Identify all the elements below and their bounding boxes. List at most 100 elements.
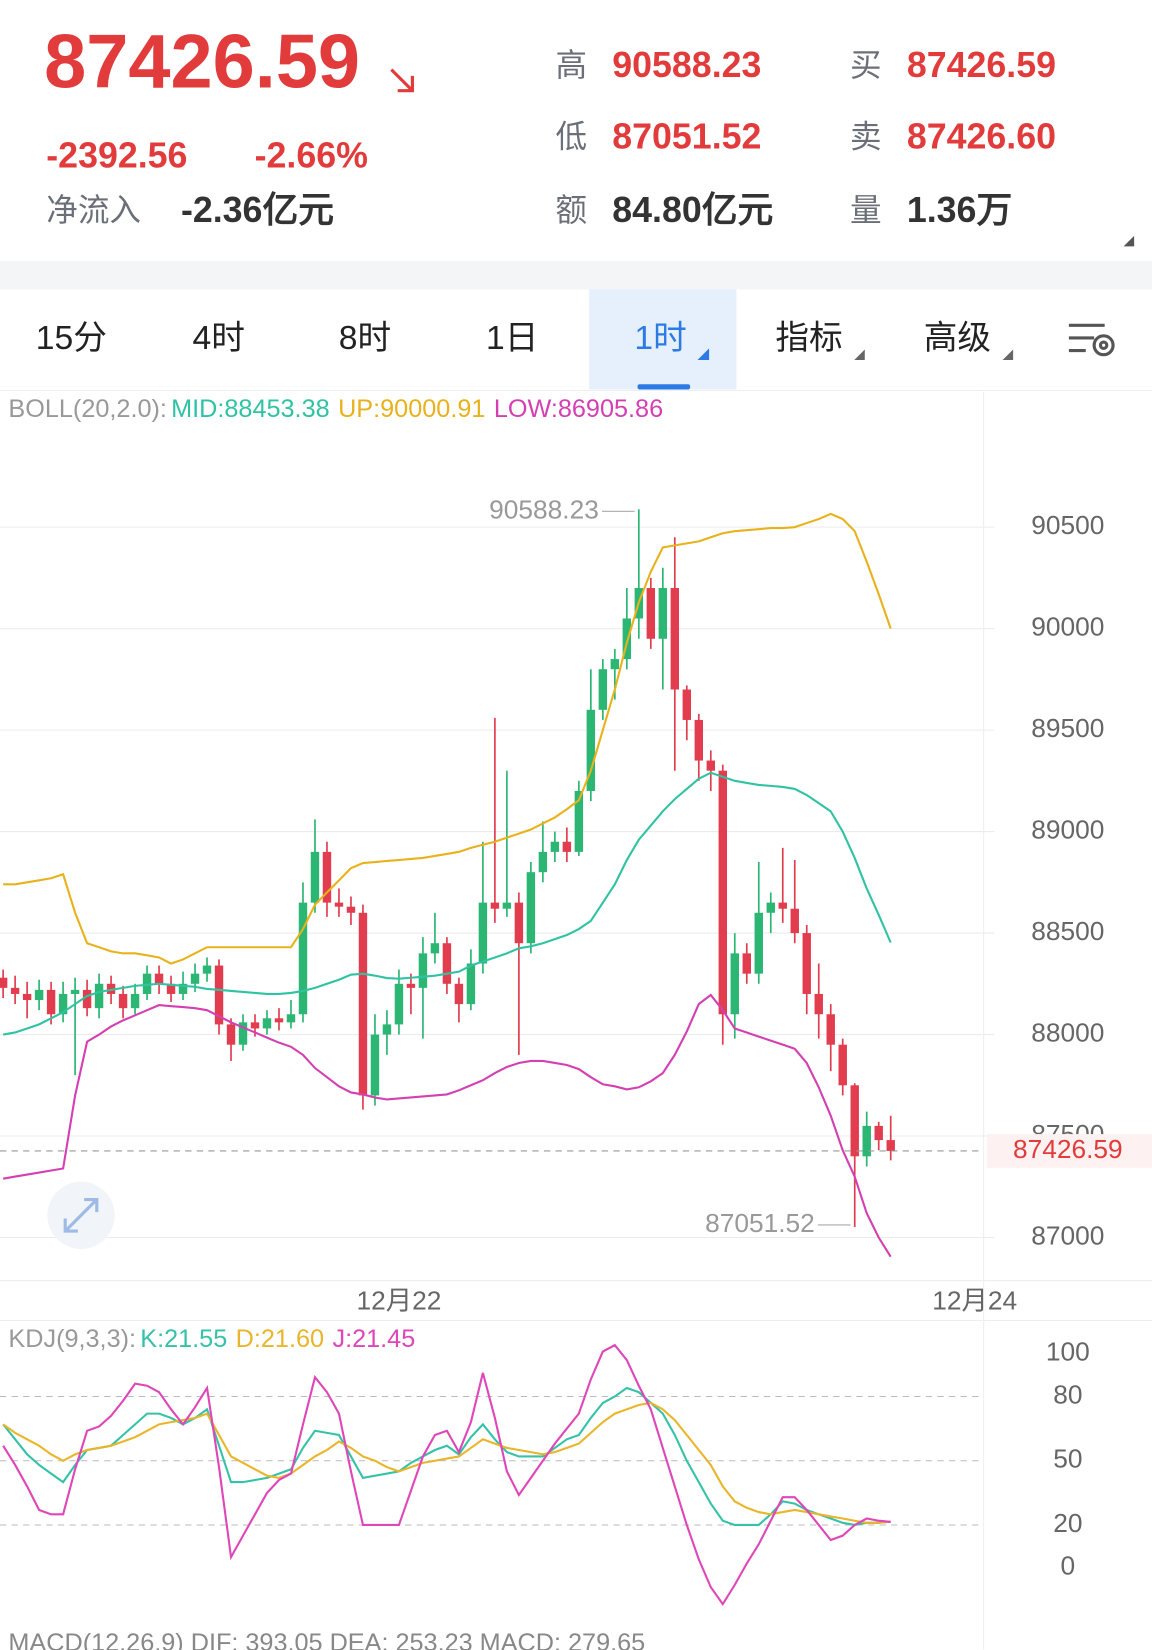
candle-body [670, 588, 680, 690]
candle-body [358, 912, 368, 1096]
candle-body [46, 989, 56, 1015]
stat-value: 90588.23 [612, 45, 761, 85]
y-tick-label: 20 [1053, 1508, 1082, 1538]
indicator-line [2, 771, 892, 1036]
y-tick-label: 89500 [1031, 713, 1104, 743]
candle-body [730, 953, 739, 1015]
candle-body [622, 618, 632, 660]
candle-body [190, 973, 200, 984]
active-tab-bg [589, 289, 737, 390]
legend-title: BOLL(20,2.0): [8, 395, 167, 423]
settings-icon[interactable] [1068, 323, 1115, 357]
tab-caret [1002, 349, 1014, 360]
legend-entry: J:21.45 [332, 1325, 415, 1353]
stat-label: 买 [850, 47, 882, 83]
candle-body [682, 689, 692, 720]
last-price-label: 87426.59 [1013, 1134, 1123, 1164]
candle-body [718, 770, 727, 1015]
candle-body [466, 963, 476, 1005]
candle-body [226, 1024, 236, 1045]
y-tick-label: 80 [1053, 1379, 1082, 1409]
low-annotation: 87051.52 [705, 1208, 815, 1238]
candle-body [346, 906, 356, 913]
candle-body [370, 1034, 380, 1096]
candle-body [874, 1125, 883, 1141]
candle-body [694, 719, 704, 761]
candle-body [430, 943, 440, 954]
candle-body [610, 659, 620, 670]
y-tick-label: 89000 [1031, 815, 1104, 845]
candle-body [154, 973, 164, 984]
tab[interactable]: 15分 [36, 320, 107, 357]
candle-body [586, 709, 596, 791]
high-annotation: 90588.23 [489, 494, 599, 524]
candle-body [298, 902, 308, 1015]
candle-body [454, 983, 464, 1005]
indicator-line [3, 512, 892, 965]
stat-value: 87426.59 [907, 45, 1056, 85]
candle-body [286, 1014, 296, 1023]
candle-body [274, 1018, 284, 1023]
candle-body [202, 965, 212, 974]
candle-body [178, 983, 188, 994]
candle-body [70, 989, 80, 994]
candle-body [478, 902, 488, 964]
candle-body [238, 1022, 248, 1045]
y-tick-label: 88500 [1031, 916, 1104, 946]
legend-entry: K:21.55 [140, 1325, 227, 1353]
tab[interactable]: 8时 [339, 320, 391, 357]
y-tick-label: 88000 [1031, 1017, 1104, 1047]
candle-body [538, 851, 548, 873]
candle-body [22, 993, 32, 1001]
candle-body [826, 1014, 835, 1045]
y-tick-label: 100 [1046, 1337, 1090, 1367]
y-tick-label: 90500 [1031, 510, 1104, 540]
fullscreen-button[interactable] [47, 1181, 115, 1249]
candle-body [814, 993, 823, 1015]
indicator-line [2, 993, 892, 1258]
stat-value: 87426.60 [907, 117, 1056, 157]
last-price: 87426.59 [44, 20, 360, 105]
tab[interactable]: 1日 [486, 320, 538, 357]
candle-body [10, 987, 20, 994]
candle-body [0, 977, 8, 988]
candle-body [442, 943, 452, 984]
stat-label: 高 [555, 47, 587, 83]
tab-active[interactable]: 1时 [634, 320, 686, 357]
candle-body [490, 902, 500, 909]
change-pct: -2.66% [255, 135, 368, 175]
candle-body [598, 669, 608, 710]
candle-body [778, 902, 787, 909]
change: -2392.56 [46, 135, 187, 175]
candle-body [310, 851, 320, 903]
candle-body [58, 993, 68, 1015]
tab-caret [697, 348, 710, 360]
tab-caret [854, 349, 865, 360]
separator-band [0, 261, 1152, 290]
candle-body [322, 851, 332, 903]
y-tick-label: 0 [1061, 1551, 1076, 1581]
candle-body [526, 872, 536, 944]
candle-body [574, 790, 584, 852]
legend-title: KDJ(9,3,3): [8, 1325, 136, 1353]
tab[interactable]: 4时 [193, 320, 245, 357]
candle-body [802, 933, 811, 994]
candle-body [646, 588, 656, 639]
down-arrow [390, 68, 414, 93]
y-tick-label: 50 [1053, 1444, 1082, 1474]
candle-body [406, 983, 416, 988]
candle-body [394, 983, 404, 1025]
active-tab-indicator [637, 384, 691, 390]
candle-body [130, 993, 140, 1009]
candle-body [742, 953, 751, 974]
net-inflow: -2.36亿元 [181, 190, 334, 230]
y-tick-label: 90000 [1031, 612, 1104, 642]
legend-entry: LOW:86905.86 [494, 395, 663, 423]
candle-body [790, 908, 799, 934]
stat-label: 量 [850, 192, 882, 228]
tab[interactable]: 指标 [775, 319, 842, 357]
tab[interactable]: 高级 [924, 319, 991, 357]
y-tick-label: 87000 [1031, 1220, 1104, 1250]
